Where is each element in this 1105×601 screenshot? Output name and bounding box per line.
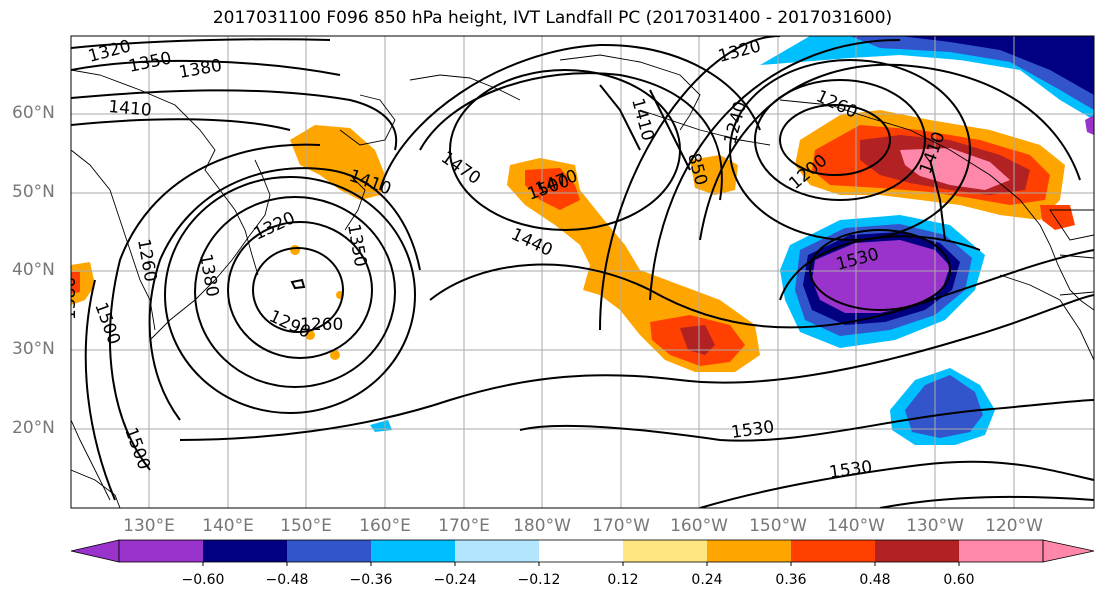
- map-frame: [70, 35, 1095, 509]
- lon-label: 150°W: [749, 516, 807, 536]
- lon-label: 180°W: [513, 516, 571, 536]
- colorbar-segment: [455, 540, 539, 562]
- lon-label: 120°W: [985, 516, 1043, 536]
- colorbar-segment: [959, 540, 1043, 562]
- colorbar: [70, 539, 1095, 566]
- colorbar-segment: [875, 540, 959, 562]
- lon-label: 130°W: [906, 516, 964, 536]
- lat-label: 50°N: [12, 182, 55, 202]
- colorbar-tick-label: −0.60: [181, 572, 225, 588]
- lon-label: 170°E: [438, 516, 490, 536]
- colorbar-tick-label: 0.48: [859, 572, 891, 588]
- colorbar-tick-label: −0.36: [349, 572, 393, 588]
- colorbar-tick-label: 0.60: [943, 572, 975, 588]
- colorbar-segment: [707, 540, 791, 562]
- coastlines: [71, 54, 1094, 508]
- colorbar-tick-label: 0.12: [607, 572, 639, 588]
- lon-label: 140°E: [202, 516, 254, 536]
- lon-label: 160°W: [670, 516, 728, 536]
- lat-label: 30°N: [12, 339, 55, 359]
- gridlines: [71, 36, 1094, 508]
- lon-label: 160°E: [359, 516, 411, 536]
- colorbar-frame: [118, 539, 1044, 563]
- colorbar-segment: [539, 540, 623, 562]
- lon-label: 140°W: [827, 516, 885, 536]
- colorbar-tick-label: 0.36: [775, 572, 807, 588]
- lon-label: 150°E: [280, 516, 332, 536]
- colorbar-tick-label: −0.24: [433, 572, 477, 588]
- colorbar-tick-label: −0.12: [517, 572, 561, 588]
- colorbar-tick-label: 0.24: [691, 572, 723, 588]
- colorbar-arrow-right: [1042, 539, 1095, 563]
- colorbar-arrow-left: [70, 539, 120, 563]
- contour-label: 1260: [300, 315, 343, 335]
- colorbar-tick-label: −0.48: [265, 572, 309, 588]
- map-plot-area: 1320 1350 1380 1410 1320 1260 1410 850 1…: [60, 36, 1094, 508]
- lat-label: 40°N: [12, 260, 55, 280]
- contour-label: 1380: [60, 277, 80, 320]
- lon-label: 170°W: [592, 516, 650, 536]
- colorbar-segment: [119, 540, 203, 562]
- lon-label: 130°E: [123, 516, 175, 536]
- lat-label: 20°N: [12, 418, 55, 438]
- colorbar-segment: [371, 540, 455, 562]
- contour-label: 1410: [108, 97, 153, 121]
- colorbar-segment: [623, 540, 707, 562]
- colorbar-segment: [287, 540, 371, 562]
- map-title: 2017031100 F096 850 hPa height, IVT Land…: [212, 8, 893, 28]
- colorbar-segment: [791, 540, 875, 562]
- lat-label: 60°N: [12, 103, 55, 123]
- colorbar-segment: [203, 540, 287, 562]
- height-contours: [71, 36, 1094, 508]
